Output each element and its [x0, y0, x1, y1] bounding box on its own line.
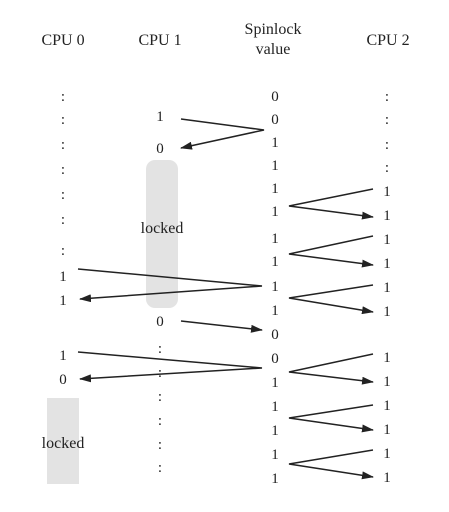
cpu2-value-column: 1 1 1 1 1 1 1 1 1 1 1 1	[383, 184, 391, 486]
ellipsis-dot: :	[385, 112, 389, 128]
cpu1-column-header: CPU 1	[138, 32, 181, 49]
cpu1-value: 1	[156, 109, 164, 125]
cpu0-column-header: CPU 0	[41, 32, 84, 49]
cpu0-locked-label: locked	[42, 435, 85, 452]
spinlock-value: 0	[271, 351, 279, 367]
cpu2-spin-arrow	[288, 404, 374, 433]
cpu0-value-column: 1 1 1 0	[59, 269, 67, 388]
ellipsis-dot: :	[61, 112, 65, 128]
cpu2-spin-arrow	[288, 235, 374, 268]
cpu2-value: 1	[383, 470, 391, 486]
cpu0-locked-band	[47, 398, 79, 484]
cpu1-locked-band	[146, 160, 178, 308]
spinlock-value: 1	[271, 254, 279, 270]
ellipsis-dot: :	[158, 437, 162, 453]
spinlock-value: 0	[271, 112, 279, 128]
cpu0-spin-arrow	[77, 351, 263, 383]
cpu1-value: 0	[156, 314, 164, 330]
ellipsis-dot: :	[158, 389, 162, 405]
ellipsis-dot: :	[385, 160, 389, 176]
ellipsis-dot: :	[61, 89, 65, 105]
spinlock-value: 1	[271, 399, 279, 415]
ellipsis-dot: :	[61, 243, 65, 259]
ellipsis-dot: :	[385, 137, 389, 153]
cpu2-value: 1	[383, 256, 391, 272]
cpu0-value: 1	[59, 348, 67, 364]
ellipsis-dot: :	[61, 137, 65, 153]
spinlock-value: 1	[271, 181, 279, 197]
cpu1-value: 0	[156, 141, 164, 157]
spinlock-value: 1	[271, 158, 279, 174]
spinlock-value: 1	[271, 471, 279, 487]
cpu1-request-arrow	[180, 118, 265, 150]
cpu1-ellipsis-dots: : : : : : :	[158, 341, 162, 476]
cpu0-value: 0	[59, 372, 67, 388]
ellipsis-dot: :	[158, 413, 162, 429]
cpu2-value: 1	[383, 398, 391, 414]
cpu1-locked-label: locked	[141, 220, 184, 237]
ellipsis-dot: :	[61, 212, 65, 228]
spinlock-value: 1	[271, 279, 279, 295]
spinlock-value: 1	[271, 375, 279, 391]
cpu1-value-column: 1 0 0	[156, 109, 164, 330]
ellipsis-dot: :	[158, 365, 162, 381]
cpu2-value: 1	[383, 208, 391, 224]
cpu2-value: 1	[383, 350, 391, 366]
cpu0-ellipsis-dots: : : : : : : :	[61, 89, 65, 259]
spinlock-value-column: 0 0 1 1 1 1 1 1 1 1 0 0 1 1 1 1 1 1	[271, 89, 279, 487]
spinlock-value: 1	[271, 423, 279, 439]
spinlock-value: 0	[271, 327, 279, 343]
ellipsis-dot: :	[158, 341, 162, 357]
ellipsis-dot: :	[158, 460, 162, 476]
cpu2-spin-arrow	[288, 449, 374, 480]
cpu2-value: 1	[383, 232, 391, 248]
cpu0-value: 1	[59, 269, 67, 285]
cpu2-column-header: CPU 2	[366, 32, 409, 49]
spinlock-value: 0	[271, 89, 279, 105]
ellipsis-dot: :	[61, 162, 65, 178]
cpu1-release-arrow	[180, 320, 263, 333]
cpu2-value: 1	[383, 446, 391, 462]
ellipsis-dot: :	[385, 89, 389, 105]
cpu2-ellipsis-dots: : : : :	[385, 89, 389, 176]
cpu2-spin-arrow	[288, 188, 374, 220]
spinlock-value: 1	[271, 303, 279, 319]
spinlock-value: 1	[271, 204, 279, 220]
cpu2-value: 1	[383, 184, 391, 200]
spinlock-value: 1	[271, 231, 279, 247]
cpu2-spin-arrow	[288, 284, 374, 315]
cpu2-value: 1	[383, 422, 391, 438]
spinlock-value: 1	[271, 135, 279, 151]
cpu2-value: 1	[383, 280, 391, 296]
cpu2-value: 1	[383, 374, 391, 390]
cpu0-value: 1	[59, 293, 67, 309]
spinlock-value: 1	[271, 447, 279, 463]
cpu2-spin-arrow	[288, 353, 374, 385]
cpu0-spin-arrow	[77, 268, 263, 303]
cpu2-value: 1	[383, 304, 391, 320]
spinlock-column-header-line1: Spinlock	[245, 21, 302, 38]
arrows	[77, 118, 374, 480]
ellipsis-dot: :	[61, 187, 65, 203]
spinlock-column-header-line2: value	[256, 41, 291, 58]
